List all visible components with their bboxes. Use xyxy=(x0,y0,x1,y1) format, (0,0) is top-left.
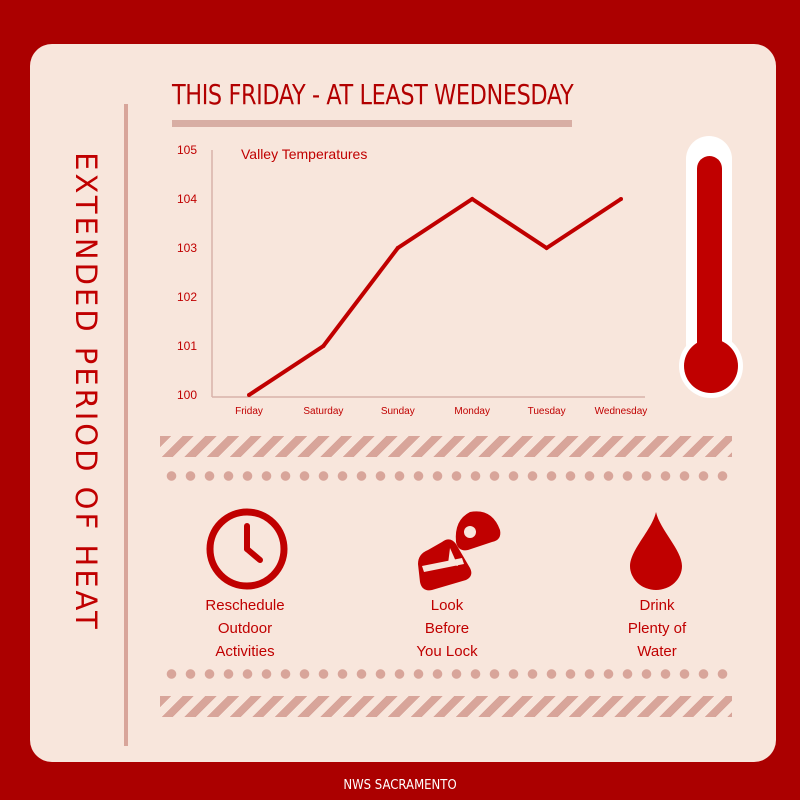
chart-title: Valley Temperatures xyxy=(241,146,367,162)
side-divider xyxy=(124,104,128,746)
tip-drink-water: Drink Plenty of Water xyxy=(572,594,742,663)
water-drop-icon xyxy=(630,512,682,590)
data-point xyxy=(619,197,623,201)
x-tick-label: Friday xyxy=(235,406,263,417)
tip-line: Drink xyxy=(639,597,675,614)
clock-icon xyxy=(206,508,288,590)
dot-divider-bottom xyxy=(162,668,732,680)
x-tick-labels: Friday Saturday Sunday Monday Tuesday Wednesd… xyxy=(235,406,647,417)
tip-line: Before xyxy=(424,620,470,637)
data-point xyxy=(395,246,400,250)
tip-line: Look xyxy=(430,597,464,614)
thermometer-icon xyxy=(679,136,743,398)
data-point xyxy=(544,246,549,250)
title-underline xyxy=(172,120,572,127)
y-tick-label: 105 xyxy=(177,143,197,157)
infographic-card xyxy=(30,44,776,762)
data-point xyxy=(247,393,251,397)
page-title: THIS FRIDAY - AT LEAST WEDNESDAY xyxy=(172,78,574,111)
y-tick-label: 101 xyxy=(177,339,197,353)
tip-reschedule: Reschedule Outdoor Activities xyxy=(160,594,330,663)
x-tick-label: Wednesday xyxy=(595,406,648,417)
car-seat-icon xyxy=(418,511,501,591)
tip-line: Activities xyxy=(215,643,275,660)
footer-credit: NWS SACRAMENTO xyxy=(343,778,457,793)
tip-look-before-lock: Look Before You Lock xyxy=(362,594,532,663)
y-tick-label: 104 xyxy=(177,192,197,206)
data-points xyxy=(247,197,623,397)
x-tick-label: Saturday xyxy=(303,406,343,417)
x-tick-label: Tuesday xyxy=(528,406,566,417)
y-tick-label: 100 xyxy=(177,388,197,402)
data-point xyxy=(470,197,475,201)
y-tick-labels: 100 101 102 103 104 105 xyxy=(177,143,197,402)
y-tick-label: 103 xyxy=(177,241,197,255)
tip-line: Reschedule xyxy=(205,597,285,614)
data-point xyxy=(321,344,326,348)
y-tick-label: 102 xyxy=(177,290,197,304)
stripe-divider-bottom xyxy=(160,696,732,717)
x-tick-label: Sunday xyxy=(381,406,415,417)
tip-line: Water xyxy=(637,643,677,660)
tip-line: You Lock xyxy=(416,643,478,660)
series-line xyxy=(247,196,623,397)
x-tick-label: Monday xyxy=(454,406,490,417)
tip-line: Plenty of xyxy=(627,620,687,637)
stripe-divider-top xyxy=(160,436,732,457)
dot-divider-top xyxy=(162,470,732,482)
tip-line: Outdoor xyxy=(217,620,273,637)
